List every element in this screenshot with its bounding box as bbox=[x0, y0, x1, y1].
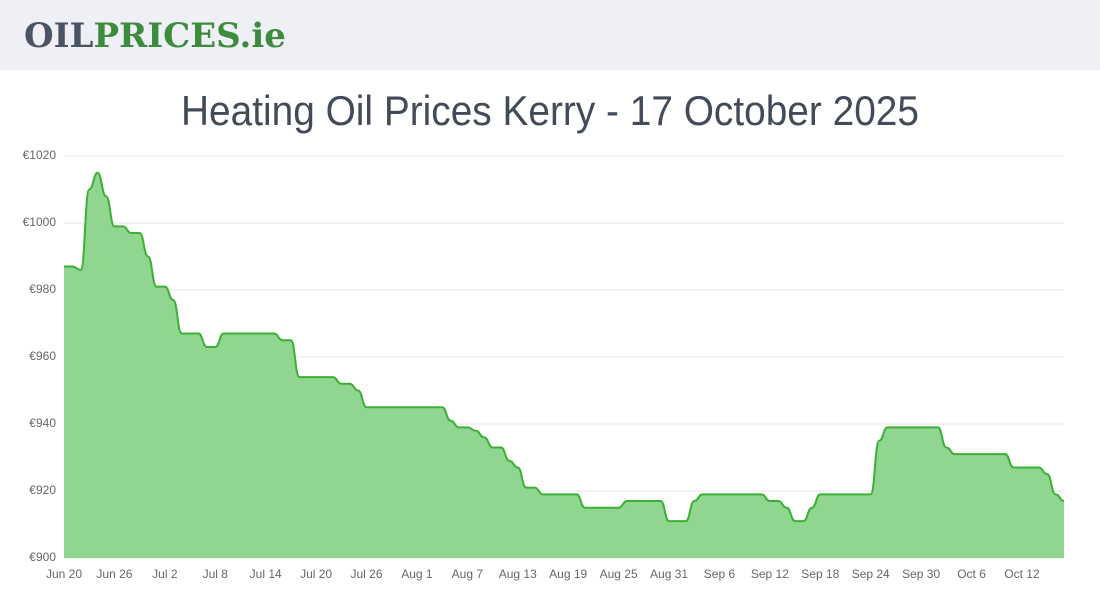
x-tick-label: Jul 26 bbox=[351, 567, 383, 581]
price-line bbox=[64, 171, 1065, 523]
x-tick-label: Aug 13 bbox=[499, 567, 537, 581]
x-tick-label: Jun 26 bbox=[96, 567, 132, 581]
x-tick-label: Sep 30 bbox=[902, 567, 940, 581]
x-tick-label: Jul 14 bbox=[250, 567, 282, 581]
chart-title: Heating Oil Prices Kerry - 17 October 20… bbox=[181, 87, 919, 134]
x-tick-label: Aug 1 bbox=[401, 567, 433, 581]
x-tick-label: Aug 7 bbox=[452, 567, 484, 581]
x-tick-label: Jul 8 bbox=[203, 567, 229, 581]
y-tick-label: €940 bbox=[29, 416, 56, 430]
x-tick-label: Sep 18 bbox=[801, 567, 839, 581]
x-tick-label: Oct 6 bbox=[957, 567, 986, 581]
logo-dark: OIL bbox=[24, 16, 94, 56]
y-tick-label: €960 bbox=[29, 349, 56, 363]
x-tick-label: Aug 19 bbox=[549, 567, 587, 581]
y-tick-label: €1020 bbox=[23, 148, 57, 162]
header-bar bbox=[0, 0, 1100, 70]
logo[interactable]: OILPRICES.ie bbox=[24, 16, 286, 56]
x-tick-label: Sep 24 bbox=[852, 567, 890, 581]
x-tick-label: Sep 6 bbox=[704, 567, 736, 581]
y-tick-label: €900 bbox=[29, 550, 56, 564]
y-tick-label: €980 bbox=[29, 282, 56, 296]
x-tick-label: Oct 12 bbox=[1004, 567, 1040, 581]
y-tick-label: €1000 bbox=[23, 215, 57, 229]
x-tick-label: Sep 12 bbox=[751, 567, 789, 581]
x-tick-label: Jul 20 bbox=[300, 567, 332, 581]
logo-green: PRICES.ie bbox=[93, 16, 285, 56]
x-tick-label: Jul 2 bbox=[152, 567, 178, 581]
x-tick-label: Jun 20 bbox=[46, 567, 82, 581]
y-tick-label: €920 bbox=[29, 483, 56, 497]
area-fill bbox=[64, 172, 1064, 558]
x-tick-label: Aug 31 bbox=[650, 567, 688, 581]
x-tick-label: Aug 25 bbox=[600, 567, 638, 581]
